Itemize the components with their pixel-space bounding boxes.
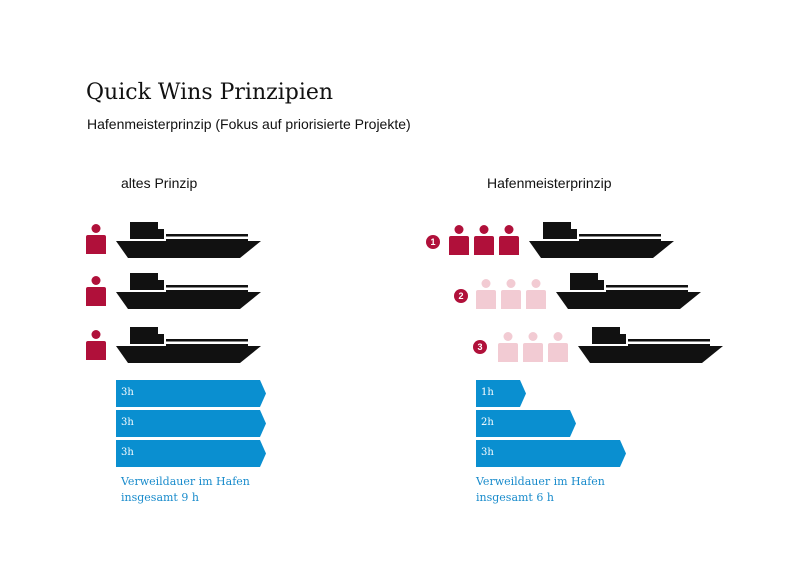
left-caption-line2: insgesamt 9 h (121, 491, 199, 504)
person-icon (499, 225, 519, 255)
ship-icon (556, 271, 701, 309)
person-icon (474, 225, 494, 255)
person-icon (501, 279, 521, 309)
duration-bar: 2h (476, 410, 576, 437)
person-icon (498, 332, 518, 362)
duration-bar: 3h (116, 380, 266, 407)
step-badge: 2 (454, 289, 468, 303)
person-icon (548, 332, 568, 362)
left-caption: Verweildauer im Hafen insgesamt 9 h (121, 474, 250, 506)
right-caption-line1: Verweildauer im Hafen (476, 475, 605, 488)
right-caption-line2: insgesamt 6 h (476, 491, 554, 504)
duration-bar: 3h (476, 440, 626, 467)
person-icon (86, 330, 106, 360)
right-caption: Verweildauer im Hafen insgesamt 6 h (476, 474, 605, 506)
ship-icon (116, 271, 261, 309)
duration-bar-label: 3h (121, 387, 134, 398)
person-icon (86, 276, 106, 306)
left-caption-line1: Verweildauer im Hafen (121, 475, 250, 488)
duration-bar-label: 2h (481, 417, 494, 428)
ship-icon (578, 325, 723, 363)
duration-bar-label: 1h (481, 387, 494, 398)
right-column-label: Hafenmeisterprinzip (487, 175, 612, 191)
person-icon (476, 279, 496, 309)
person-icon (449, 225, 469, 255)
page-title: Quick Wins Prinzipien (86, 80, 334, 105)
duration-bar-label: 3h (121, 447, 134, 458)
duration-bar-label: 3h (121, 417, 134, 428)
ship-icon (116, 220, 261, 258)
ship-icon (116, 325, 261, 363)
duration-bar: 1h (476, 380, 526, 407)
step-badge: 3 (473, 340, 487, 354)
left-column-label: altes Prinzip (121, 175, 198, 191)
ship-icon (529, 220, 674, 258)
person-icon (86, 224, 106, 254)
person-icon (526, 279, 546, 309)
duration-bar: 3h (116, 410, 266, 437)
duration-bar: 3h (116, 440, 266, 467)
page-subtitle: Hafenmeisterprinzip (Fokus auf priorisie… (87, 116, 411, 132)
person-icon (523, 332, 543, 362)
duration-bar-label: 3h (481, 447, 494, 458)
step-badge: 1 (426, 235, 440, 249)
